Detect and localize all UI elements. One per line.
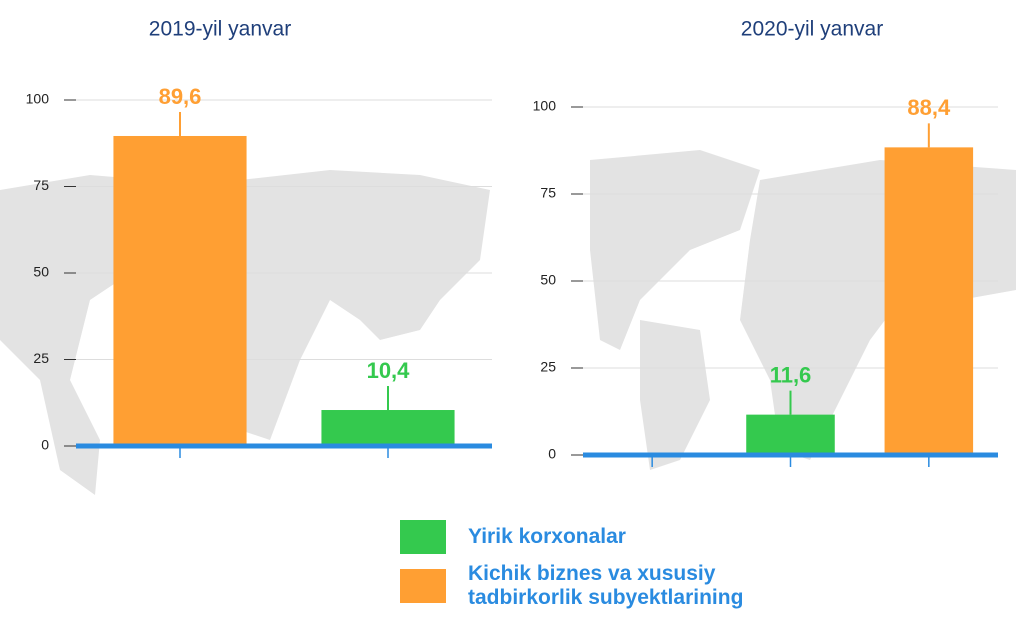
y-tick-label: 0 [548, 446, 556, 462]
y-tick-label: 100 [26, 91, 50, 107]
y-tick-label: 25 [33, 350, 49, 366]
y-tick-label: 25 [540, 359, 556, 375]
value-label: 89,6 [159, 84, 202, 109]
bar [746, 414, 835, 455]
y-tick-label: 75 [540, 185, 556, 201]
chart-title: 2019-yil yanvar [149, 18, 291, 41]
bar [113, 135, 247, 446]
y-tick-label: 0 [41, 437, 49, 453]
value-label: 88,4 [907, 95, 951, 120]
bar [321, 410, 455, 446]
legend-item: Yirik korxonalar [400, 520, 1000, 554]
bar [884, 147, 974, 456]
chart-title: 2020-yil yanvar [741, 18, 883, 41]
legend-label: Kichik biznes va xususiy tadbirkorlik su… [468, 562, 744, 609]
y-tick-label: 100 [533, 98, 557, 114]
y-tick-label: 50 [540, 272, 556, 288]
legend-swatch [400, 520, 446, 554]
y-tick-label: 50 [33, 264, 49, 280]
legend-swatch [400, 569, 446, 603]
legend-label: Yirik korxonalar [468, 525, 626, 548]
legend-item: Kichik biznes va xususiy tadbirkorlik su… [400, 562, 1000, 610]
value-label: 11,6 [770, 362, 812, 387]
y-tick-label: 75 [33, 177, 49, 193]
value-label: 10,4 [367, 358, 411, 383]
legend: Yirik korxonalar Kichik biznes va xususi… [400, 520, 1000, 618]
